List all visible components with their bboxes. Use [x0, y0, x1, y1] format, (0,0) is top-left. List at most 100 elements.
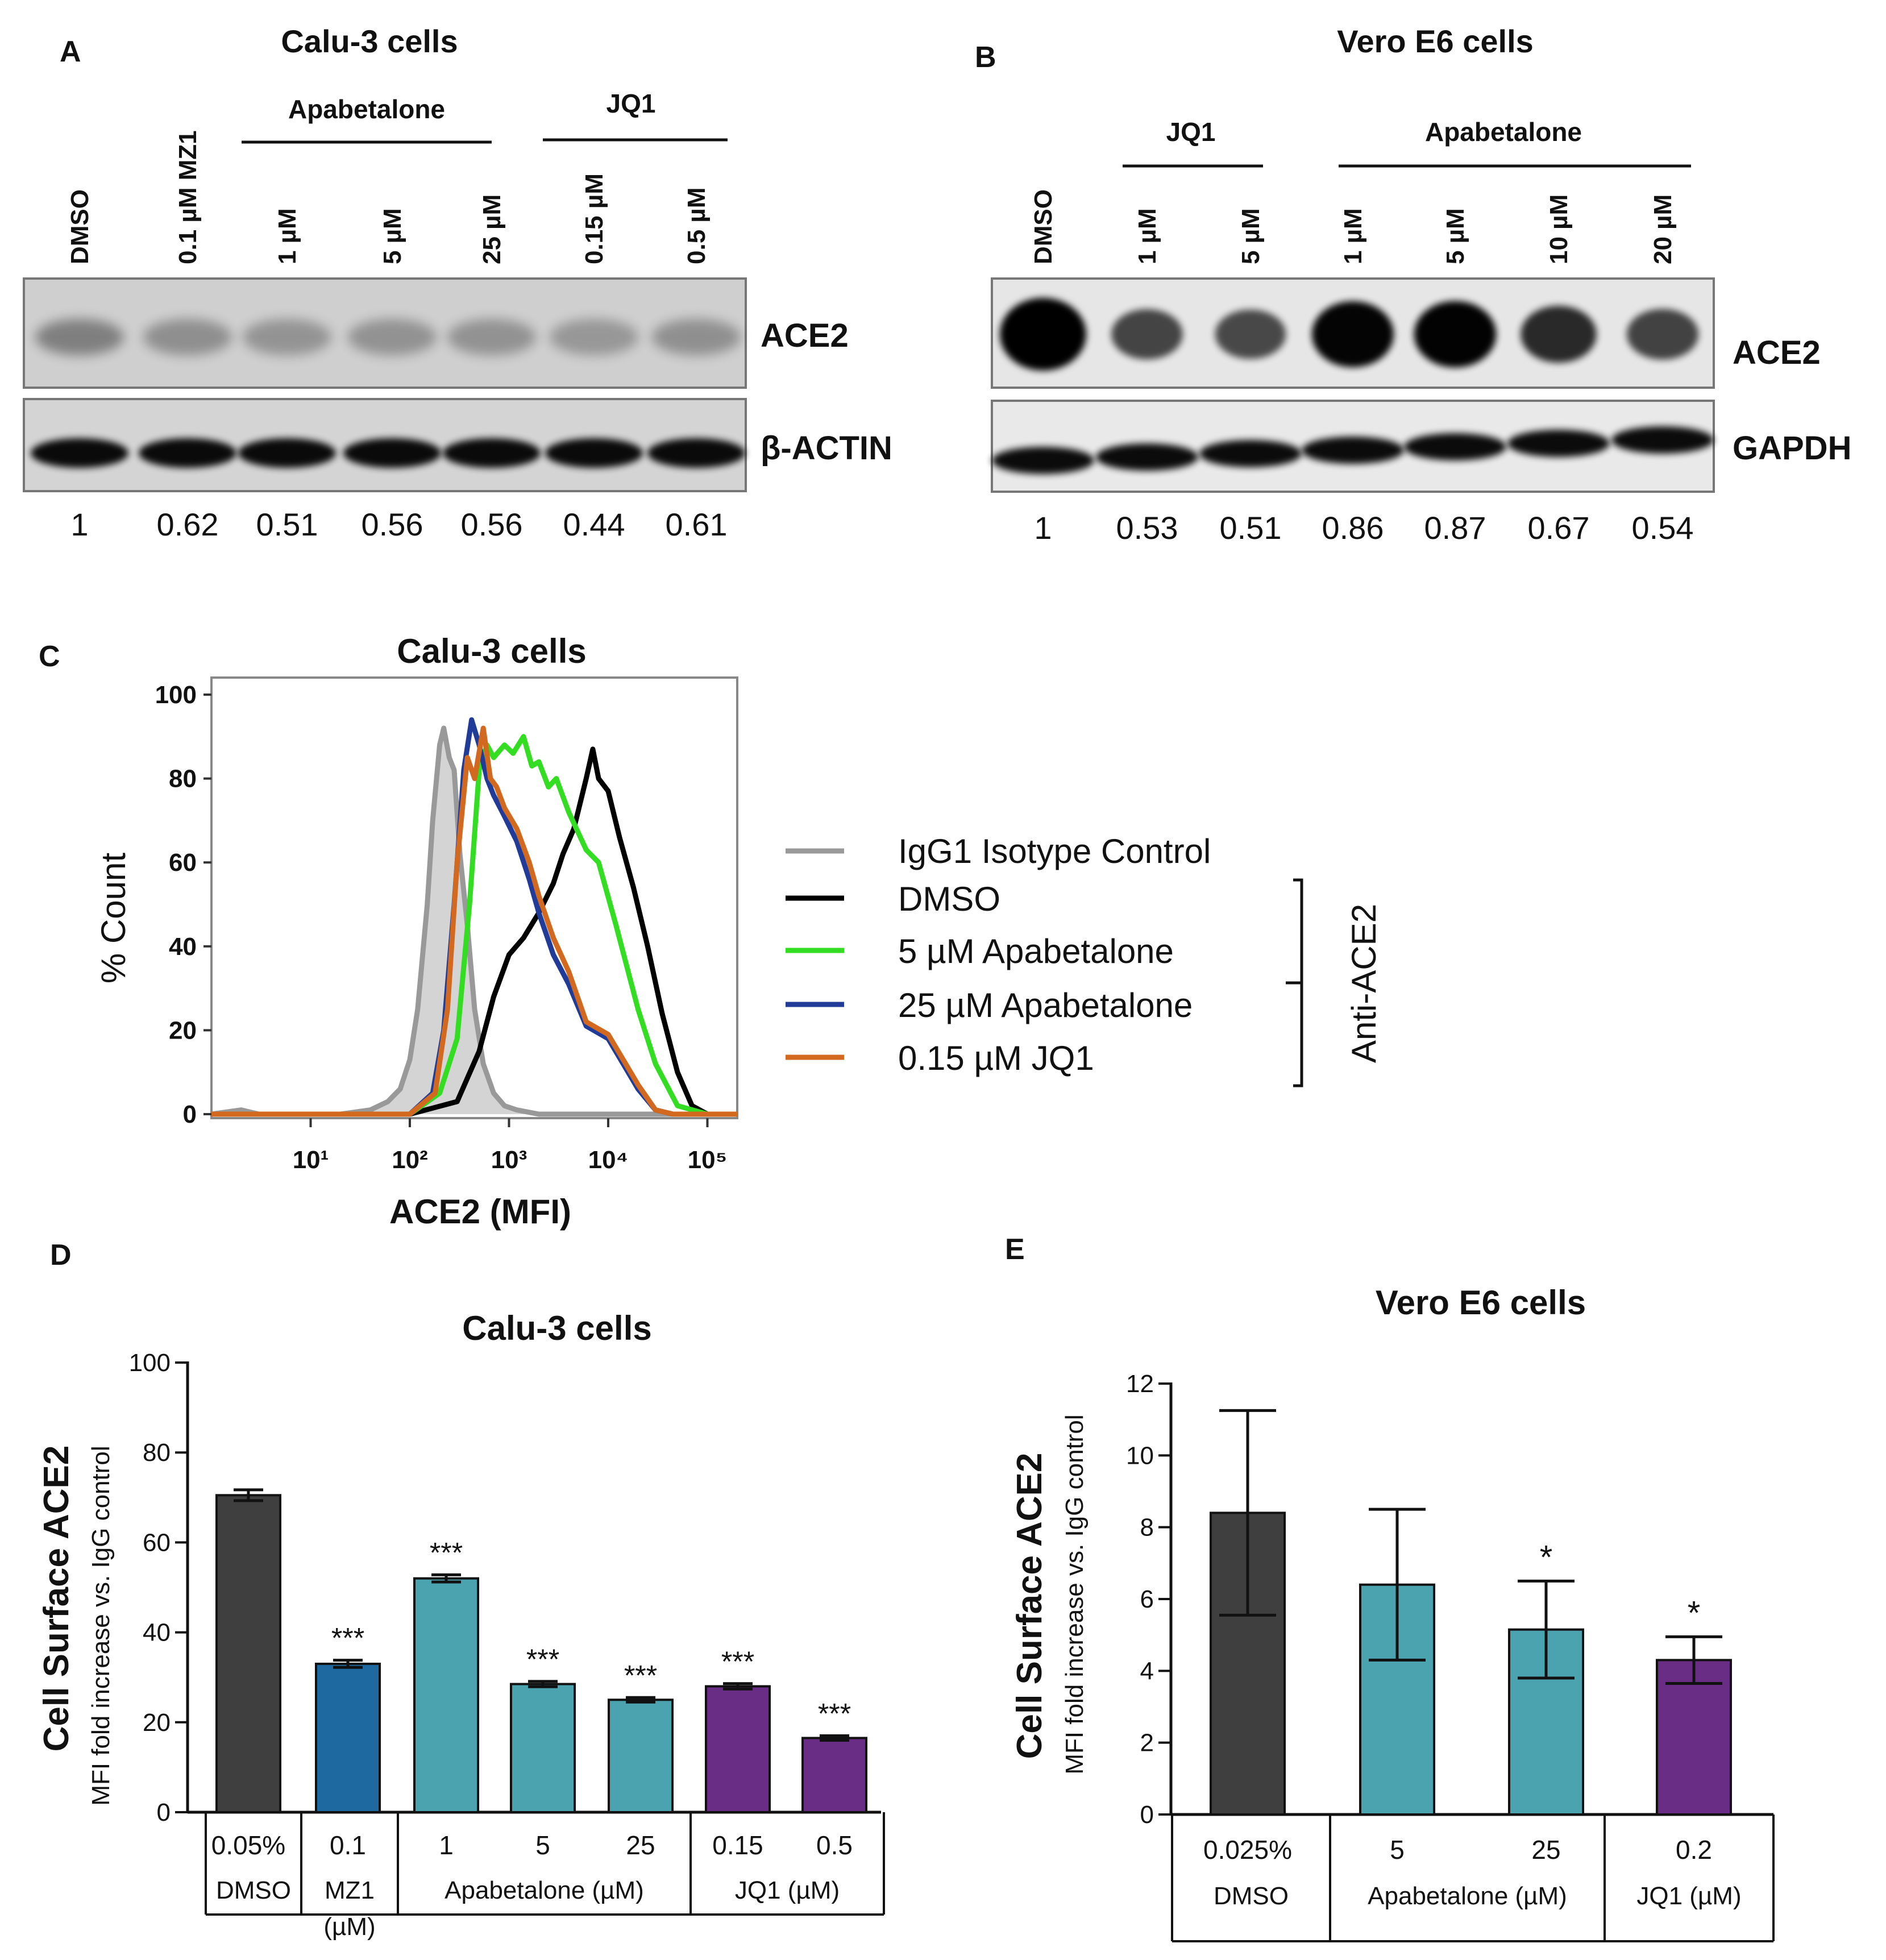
panel-c-title: Calu-3 cells: [397, 632, 587, 670]
group-label: JQ1 (µM): [1636, 1882, 1741, 1910]
panel-a-letter: A: [60, 35, 81, 68]
panel-e-bar-chart: 0 2 4 6 8 10 12 0.025% 5 * 25 * 0.2 DMSO Apabetalone (…: [1126, 1370, 1775, 1942]
loading-control-band: [1611, 426, 1714, 454]
loading-control-band: [992, 447, 1094, 474]
x-tick-label: 10¹: [293, 1146, 329, 1174]
panel-b-group-jq1: JQ1: [1166, 117, 1216, 147]
y-tick-label: 0: [157, 1799, 171, 1826]
histogram-line: [211, 725, 737, 1117]
densitometry-value: 0.54: [1632, 510, 1694, 546]
panel-d-title: Calu-3 cells: [462, 1309, 652, 1347]
bar: [801, 1737, 867, 1814]
histogram-line: [211, 746, 737, 1117]
significance-marker: ***: [526, 1643, 559, 1675]
panel-c: C Calu-3 cells 0 20 40 60 80 100 10¹ 10² 10³ 10⁴ 1…: [39, 632, 1383, 1231]
ace2-band: [1311, 301, 1394, 368]
ace2-band: [1000, 298, 1086, 371]
panel-a-lane-labels: DMSO 0.1 µM MZ1 1 µM 5 µM 25 µM 0.15 µM 0.5 µM: [66, 130, 711, 264]
y-tick-label: 10: [1126, 1442, 1154, 1469]
bar: [315, 1662, 381, 1813]
panel-a: A Calu-3 cells Apabetalone JQ1 DMSO 0.1 µ…: [23, 23, 892, 542]
legend-label-isotype: IgG1 Isotype Control: [898, 832, 1211, 870]
category-label: 0.5: [816, 1830, 853, 1860]
panel-b-blot-label-gapdh: GAPDH: [1733, 430, 1851, 467]
significance-marker: ***: [331, 1622, 364, 1654]
loading-control-band: [443, 438, 541, 468]
densitometry-value: 0.56: [362, 506, 423, 542]
y-tick-label: 2: [1140, 1729, 1154, 1757]
ace2-band: [1414, 301, 1497, 368]
panel-c-histograms: [211, 717, 737, 1117]
densitometry-value: 0.67: [1528, 510, 1590, 546]
y-tick-label: 12: [1126, 1370, 1154, 1398]
legend-bracket-label: Anti-ACE2: [1345, 904, 1383, 1063]
panel-b-blot-label-ace2: ACE2: [1733, 334, 1821, 371]
panel-e-title: Vero E6 cells: [1376, 1284, 1586, 1322]
y-tick-label: 40: [143, 1619, 171, 1647]
panel-e: E Vero E6 cells Cell Surface ACE2 MFI fo…: [1005, 1233, 1775, 1942]
legend-label-jq1: 0.15 µM JQ1: [898, 1039, 1094, 1077]
panel-b-group-apabetalone: Apabetalone: [1425, 117, 1582, 147]
significance-marker: ***: [721, 1646, 754, 1677]
panel-b-letter: B: [975, 41, 996, 74]
panel-a-group-jq1: JQ1: [606, 89, 656, 118]
loading-control-band: [1507, 430, 1610, 457]
densitometry-value: 0.53: [1116, 510, 1178, 546]
category-label: 25: [626, 1830, 655, 1860]
panel-d-ylabel-secondary: MFI fold increase vs. IgG control: [87, 1446, 115, 1805]
lane-label: 5 µM: [1237, 208, 1265, 264]
legend-label-apa5: 5 µM Apabetalone: [898, 932, 1174, 970]
group-label: MZ1: [325, 1876, 375, 1904]
y-tick-label: 8: [1140, 1514, 1154, 1542]
panel-a-title: Calu-3 cells: [281, 23, 458, 59]
category-label: 5: [1390, 1835, 1405, 1865]
panel-b-gapdh-bands: [992, 426, 1714, 474]
ace2-band: [447, 319, 536, 355]
significance-marker: ***: [430, 1537, 463, 1568]
group-label: DMSO: [1214, 1882, 1289, 1910]
ace2-band: [1521, 305, 1597, 363]
panel-b: B Vero E6 cells JQ1 Apabetalone DMSO 1 µM…: [975, 23, 1851, 546]
y-tick-label: 0: [183, 1101, 197, 1128]
category-label: 0.2: [1676, 1835, 1712, 1865]
category-label: 1: [439, 1830, 454, 1860]
ace2-band: [550, 319, 638, 355]
bar: [705, 1685, 771, 1814]
bar: [608, 1699, 674, 1813]
y-tick-label: 60: [169, 849, 197, 877]
panel-d: D Calu-3 cells Cell Surface ACE2 MFI fol…: [37, 1239, 885, 1941]
ace2-band: [1215, 309, 1286, 359]
panel-c-xlabel: ACE2 (MFI): [389, 1193, 571, 1231]
loading-control-band: [1404, 433, 1506, 460]
panel-c-ylabel: % Count: [94, 853, 132, 983]
y-tick-label: 6: [1140, 1585, 1154, 1613]
lane-label: 0.1 µM MZ1: [174, 130, 202, 264]
panel-a-blot-label-actin: β-ACTIN: [761, 430, 892, 467]
legend-label-dmso: DMSO: [898, 880, 1000, 918]
y-tick-label: 80: [143, 1439, 171, 1467]
loading-control-band: [343, 438, 441, 468]
panel-c-legend: IgG1 Isotype Control DMSO 5 µM Apabetalo…: [786, 832, 1383, 1087]
panel-b-ace2-bands: [1000, 298, 1699, 371]
ace2-band: [348, 319, 437, 355]
y-tick-label: 60: [143, 1529, 171, 1556]
y-tick-label: 20: [169, 1016, 197, 1044]
lane-label: 20 µM: [1649, 194, 1677, 264]
densitometry-value: 0.87: [1424, 510, 1486, 546]
group-label: Apabetalone (µM): [445, 1876, 644, 1904]
lane-label: 5 µM: [1441, 208, 1469, 264]
ace2-band: [652, 319, 741, 355]
densitometry-value: 0.86: [1322, 510, 1384, 546]
loading-control-band: [545, 438, 643, 468]
panel-d-letter: D: [50, 1239, 72, 1272]
significance-marker: ***: [624, 1659, 657, 1691]
loading-control-band: [31, 438, 128, 468]
lane-label: 0.5 µM: [683, 188, 711, 264]
bar: [510, 1683, 576, 1813]
panel-c-letter: C: [39, 640, 60, 673]
category-label: 0.05%: [211, 1830, 285, 1860]
panel-e-ylabel-secondary: MFI fold increase vs. IgG control: [1061, 1414, 1089, 1774]
densitometry-value: 0.61: [666, 506, 728, 542]
y-tick-label: 100: [155, 681, 197, 709]
